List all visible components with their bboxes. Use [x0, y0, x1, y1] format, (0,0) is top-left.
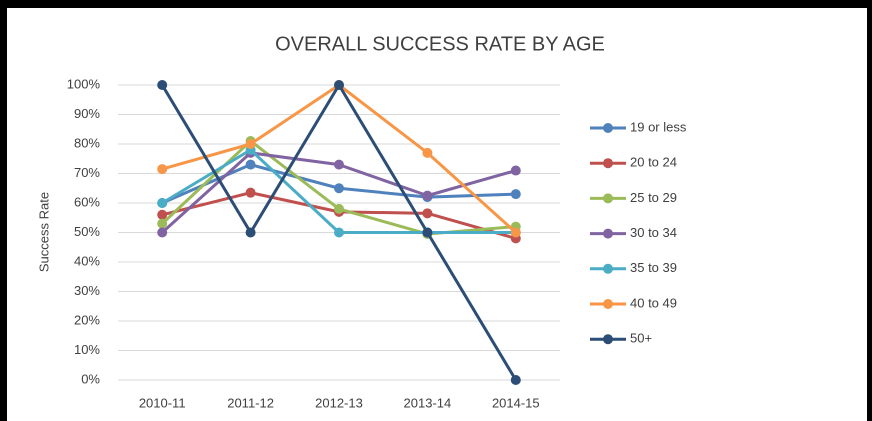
y-tick-label: 90%: [74, 106, 100, 121]
data-point: [334, 203, 344, 214]
data-point: [510, 375, 521, 385]
y-tick-label: 10%: [74, 342, 100, 357]
y-tick-label: 80%: [74, 135, 100, 150]
border-left: [0, 0, 7, 421]
x-tick-label: 2010-11: [139, 395, 186, 410]
legend-marker: [603, 263, 613, 274]
y-tick-label: 100%: [67, 76, 101, 91]
data-point: [510, 227, 521, 238]
legend-label: 19 or less: [630, 119, 687, 134]
border-right: [867, 0, 872, 421]
legend-marker: [603, 299, 613, 309]
legend-label: 20 to 24: [630, 155, 677, 170]
data-point: [245, 227, 256, 238]
data-point: [422, 147, 433, 158]
y-tick-label: 50%: [74, 224, 100, 239]
data-point: [334, 183, 344, 194]
y-tick-label: 30%: [74, 283, 100, 298]
data-point: [334, 80, 344, 90]
data-point: [157, 227, 168, 238]
legend-label: 35 to 39: [630, 260, 677, 275]
data-point: [245, 159, 256, 170]
data-point: [157, 198, 168, 208]
legend-marker: [603, 193, 613, 204]
legend-label: 30 to 34: [630, 225, 677, 240]
y-tick-label: 40%: [74, 253, 100, 268]
data-point: [157, 80, 168, 90]
data-point: [245, 187, 256, 198]
data-point: [422, 227, 433, 238]
data-point: [334, 227, 344, 238]
y-tick-label: 0%: [81, 371, 100, 386]
y-axis-label: Success Rate: [36, 192, 51, 272]
data-point: [157, 164, 168, 175]
y-tick-label: 20%: [74, 312, 100, 327]
legend-marker: [603, 228, 613, 239]
x-tick-label: 2014-15: [492, 395, 540, 410]
data-point: [510, 165, 521, 176]
data-point: [510, 189, 521, 200]
data-point: [157, 218, 168, 229]
chart-title: OVERALL SUCCESS RATE BY AGE: [275, 33, 605, 55]
legend-marker: [603, 123, 613, 133]
legend-marker: [603, 334, 613, 345]
legend-marker: [603, 158, 613, 169]
legend-label: 50+: [630, 331, 652, 346]
y-tick-label: 70%: [74, 165, 100, 180]
x-tick-label: 2012-13: [315, 395, 363, 410]
data-point: [157, 209, 168, 220]
legend-label: 25 to 29: [630, 190, 677, 205]
data-point: [334, 159, 344, 170]
border-top: [0, 0, 872, 8]
y-tick-label: 60%: [74, 194, 100, 209]
data-point: [245, 139, 256, 149]
x-tick-label: 2011-12: [227, 395, 274, 410]
legend-label: 40 to 49: [630, 295, 677, 310]
x-tick-label: 2013-14: [404, 395, 452, 410]
data-point: [422, 190, 433, 201]
data-point: [422, 208, 433, 219]
